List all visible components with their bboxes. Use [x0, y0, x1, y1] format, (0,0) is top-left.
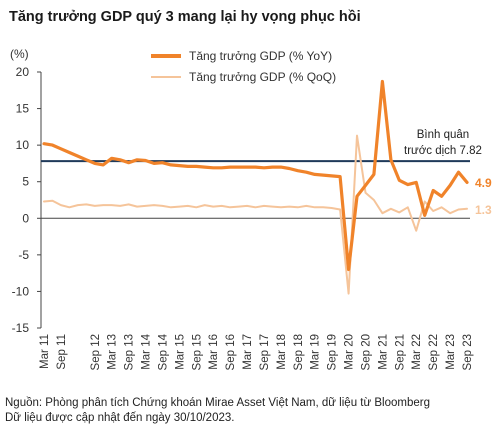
x-tick-label: Sep 23	[462, 334, 474, 370]
series-line-yoy	[42, 79, 469, 272]
x-tick-label: Sep 17	[259, 334, 271, 370]
x-tick-label: Mar 14	[141, 333, 153, 369]
x-tick-label: Mar 11	[39, 334, 51, 369]
legend-swatch-yoy	[151, 53, 181, 58]
legend-item-qoq: Tăng trưởng GDP (% QoQ)	[151, 66, 336, 87]
average-annotation-line-1: Bình quân	[416, 129, 470, 141]
y-tick-label: 5	[22, 175, 29, 189]
series-line-qoq	[43, 134, 468, 295]
x-tick-label: Sep 13	[124, 334, 136, 370]
average-annotation-line-2: trước dịch 7.82	[404, 145, 482, 157]
y-tick-label: -15	[12, 321, 30, 335]
y-tick-label: 0	[22, 211, 29, 225]
x-tick-label: Mar 13	[107, 334, 119, 370]
source-line-2: Dữ liệu được cập nhật đến ngày 30/10/202…	[5, 412, 235, 424]
legend: Tăng trưởng GDP (% YoY) Tăng trưởng GDP …	[151, 45, 336, 87]
x-tick-label: Mar 17	[242, 334, 254, 370]
chart-title: Tăng trưởng GDP quý 3 mang lại hy vọng p…	[9, 9, 361, 25]
x-tick-label: Mar 21	[377, 334, 389, 370]
legend-swatch-qoq	[151, 75, 181, 78]
x-tick-label: Sep 21	[394, 334, 406, 370]
legend-label-yoy: Tăng trưởng GDP (% YoY)	[189, 48, 333, 63]
x-tick-label: Sep 19	[327, 334, 339, 370]
x-tick-label: Sep 20	[360, 334, 372, 370]
y-tick-label: -10	[12, 284, 30, 298]
x-tick-label: Mar 19	[310, 334, 322, 370]
average-annotation: Bình quân trước dịch 7.82	[404, 127, 482, 159]
x-tick-label: Sep 12	[90, 334, 102, 370]
y-tick-label: 20	[16, 65, 30, 79]
end-label-qoq: 1.3	[475, 203, 492, 217]
x-tick-label: Sep 15	[191, 334, 203, 370]
source-note: Nguồn: Phòng phân tích Chứng khoán Mirae…	[5, 396, 430, 426]
source-line-1: Nguồn: Phòng phân tích Chứng khoán Mirae…	[5, 397, 430, 409]
x-tick-label: Mar 16	[208, 334, 220, 370]
x-tick-label: Sep 11	[56, 334, 68, 370]
x-tick-label: Mar 22	[411, 334, 423, 370]
x-tick-label: Sep 18	[293, 334, 305, 370]
x-tick-label: Sep 16	[225, 334, 237, 370]
y-tick-label: 15	[16, 102, 30, 116]
y-axis-unit: (%)	[10, 47, 29, 61]
x-tick-label: Mar 23	[445, 334, 457, 370]
x-tick-label: Mar 20	[344, 334, 356, 370]
x-tick-label: Mar 15	[174, 334, 186, 370]
legend-label-qoq: Tăng trưởng GDP (% QoQ)	[189, 69, 337, 84]
y-tick-label: 10	[16, 138, 30, 152]
x-tick-label: Sep 14	[157, 333, 169, 370]
legend-item-yoy: Tăng trưởng GDP (% YoY)	[151, 45, 336, 66]
y-tick-label: -5	[18, 248, 29, 262]
end-label-yoy: 4.9	[475, 176, 492, 190]
x-tick-label: Mar 18	[276, 334, 288, 370]
x-tick-label: Sep 22	[428, 334, 440, 370]
gdp-line-chart: -15 -10 -5 0 5 10 15 20 Mar 11 Sep 11 Sep 12 Mar 13…	[12, 65, 474, 370]
